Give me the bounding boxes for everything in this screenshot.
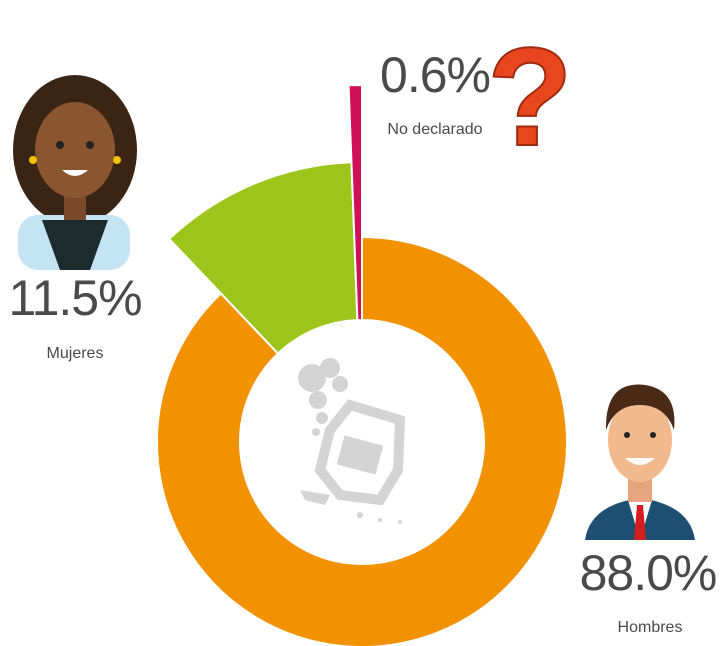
woman-icon [13,75,137,270]
category-label: Mujeres [47,345,104,362]
category-label: Hombres [618,619,683,636]
question-icon: ? [487,18,573,175]
man-icon [585,385,695,540]
value-label: 88.0% [580,545,717,601]
category-label: No declarado [387,121,482,138]
value-label: 0.6% [380,47,490,103]
car-icon [298,358,402,524]
chart: ? 88.0% Hombres 11.5% Mujeres 0.6% No declara… [0,0,720,646]
value-label: 11.5% [8,270,141,326]
